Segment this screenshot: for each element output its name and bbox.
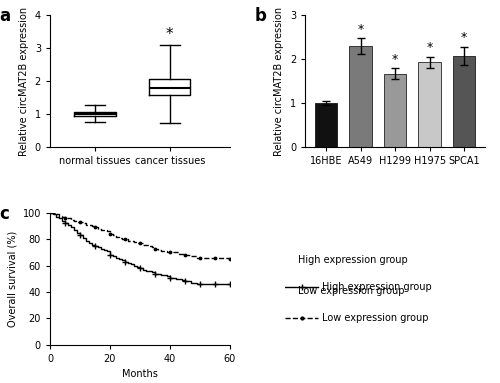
Text: c: c	[0, 205, 10, 223]
Y-axis label: Overall survival (%): Overall survival (%)	[7, 231, 17, 327]
Text: *: *	[461, 31, 468, 44]
Text: a: a	[0, 7, 11, 25]
Y-axis label: Relative circMAT2B expression: Relative circMAT2B expression	[19, 7, 29, 156]
Text: *: *	[426, 41, 433, 54]
Text: *: *	[358, 23, 364, 36]
Text: *: *	[166, 27, 173, 42]
Text: Low expression group: Low expression group	[298, 286, 404, 296]
Text: High expression group: High expression group	[298, 255, 407, 265]
X-axis label: Months: Months	[122, 369, 158, 379]
Text: *: *	[392, 53, 398, 66]
Bar	[453, 56, 475, 147]
Text: High expression group: High expression group	[322, 282, 432, 292]
Text: Low expression group: Low expression group	[322, 313, 429, 323]
Y-axis label: Relative circMAT2B expression: Relative circMAT2B expression	[274, 7, 284, 156]
Text: b: b	[255, 7, 267, 25]
Bar	[315, 103, 337, 147]
Bar	[384, 74, 406, 147]
Bar	[418, 62, 441, 147]
Bar	[350, 46, 372, 147]
